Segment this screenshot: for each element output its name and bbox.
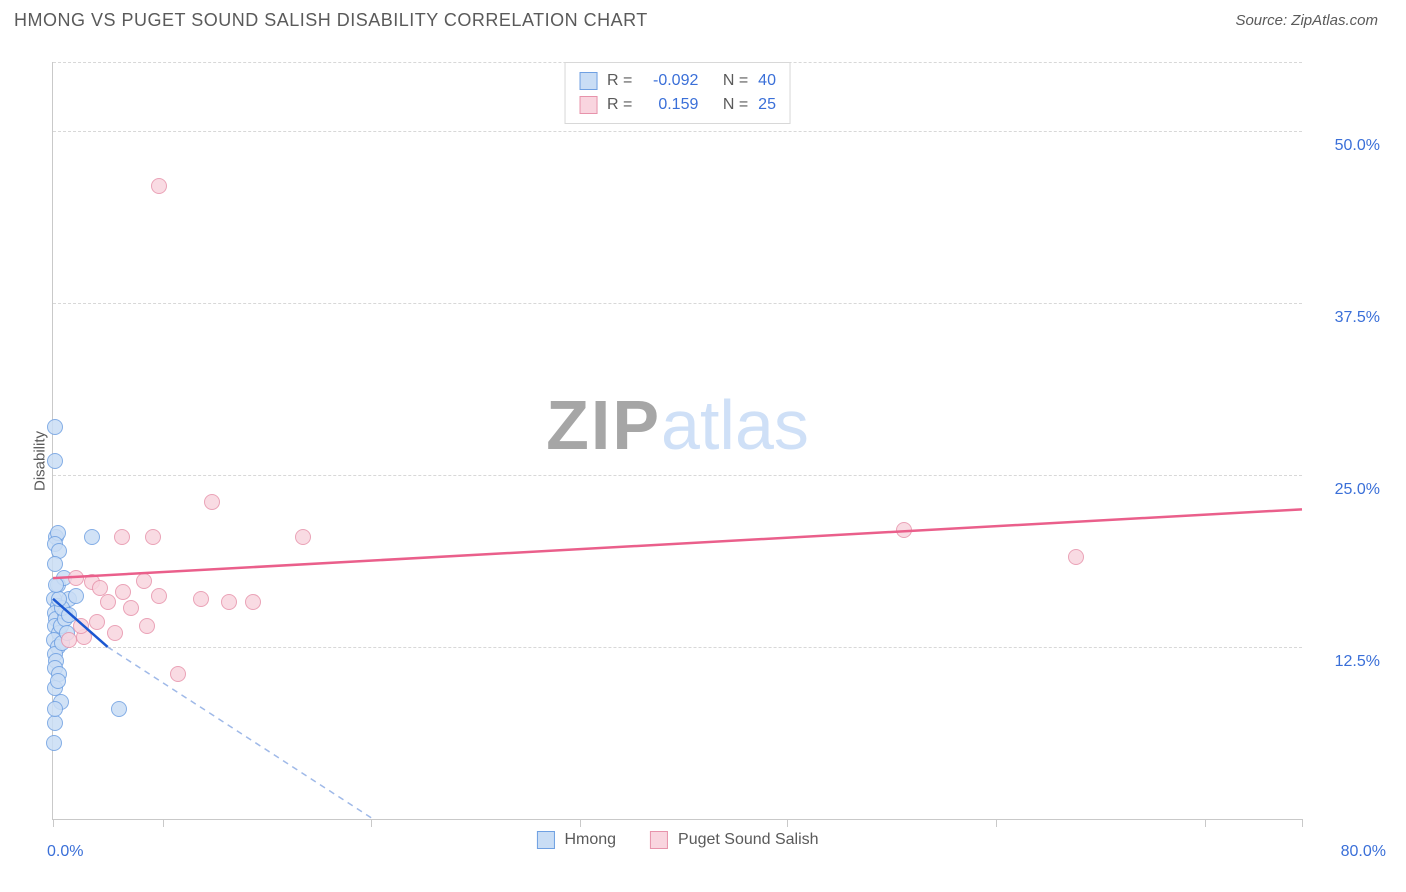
y-tick-label: 25.0% [1310,481,1380,499]
r-label: R = [607,69,632,93]
data-point-salish [151,588,167,604]
chart-title: HMONG VS PUGET SOUND SALISH DISABILITY C… [14,10,648,31]
data-point-hmong [84,529,100,545]
legend-swatch-salish [579,96,597,114]
x-tick [163,819,164,827]
series-legend: Hmong Puget Sound Salish [536,831,818,849]
data-point-hmong [51,591,67,607]
n-label: N = [723,69,748,93]
data-point-salish [170,666,186,682]
correlation-legend: R = -0.092 N = 40 R = 0.159 N = 25 [564,62,791,124]
r-label: R = [607,93,632,117]
data-point-salish [123,600,139,616]
y-tick-label: 37.5% [1310,309,1380,327]
x-tick [53,819,54,827]
legend-swatch-icon [536,831,554,849]
legend-swatch-icon [650,831,668,849]
data-point-hmong [47,701,63,717]
legend-row-hmong: R = -0.092 N = 40 [579,69,776,93]
r-value-salish: 0.159 [642,93,698,117]
n-label: N = [723,93,748,117]
scatter-points [53,62,1302,819]
data-point-salish [1068,549,1084,565]
data-point-salish [114,529,130,545]
data-point-salish [89,614,105,630]
data-point-salish [245,594,261,610]
legend-label-salish: Puget Sound Salish [678,831,819,849]
x-axis-max-label: 80.0% [1341,843,1386,861]
y-tick-label: 50.0% [1310,137,1380,155]
data-point-salish [204,494,220,510]
data-point-hmong [46,735,62,751]
x-tick [1302,819,1303,827]
plot-region: ZIPatlas 12.5%25.0%37.5%50.0% 0.0% 80.0%… [52,62,1302,820]
data-point-salish [100,594,116,610]
chart-area: Disability ZIPatlas 12.5%25.0%37.5%50.0%… [14,40,1392,882]
data-point-hmong [47,419,63,435]
legend-label-hmong: Hmong [564,831,616,849]
data-point-salish [151,178,167,194]
data-point-salish [139,618,155,634]
x-tick [1205,819,1206,827]
legend-item-salish: Puget Sound Salish [650,831,819,849]
data-point-salish [68,570,84,586]
data-point-salish [221,594,237,610]
data-point-salish [193,591,209,607]
data-point-salish [115,584,131,600]
legend-item-hmong: Hmong [536,831,616,849]
data-point-salish [107,625,123,641]
n-value-hmong: 40 [758,69,776,93]
legend-row-salish: R = 0.159 N = 25 [579,93,776,117]
data-point-hmong [47,453,63,469]
data-point-salish [145,529,161,545]
y-tick-label: 12.5% [1310,653,1380,671]
data-point-salish [136,573,152,589]
r-value-hmong: -0.092 [642,69,698,93]
data-point-hmong [111,701,127,717]
data-point-salish [295,529,311,545]
data-point-hmong [47,715,63,731]
chart-header: HMONG VS PUGET SOUND SALISH DISABILITY C… [0,0,1406,31]
x-tick [580,819,581,827]
data-point-hmong [48,577,64,593]
n-value-salish: 25 [758,93,776,117]
data-point-salish [73,618,89,634]
data-point-hmong [68,588,84,604]
data-point-salish [61,632,77,648]
x-tick [371,819,372,827]
legend-swatch-hmong [579,72,597,90]
data-point-salish [896,522,912,538]
x-tick [787,819,788,827]
chart-source: Source: ZipAtlas.com [1235,12,1378,29]
x-tick [996,819,997,827]
x-axis-min-label: 0.0% [47,843,83,861]
data-point-hmong [50,673,66,689]
